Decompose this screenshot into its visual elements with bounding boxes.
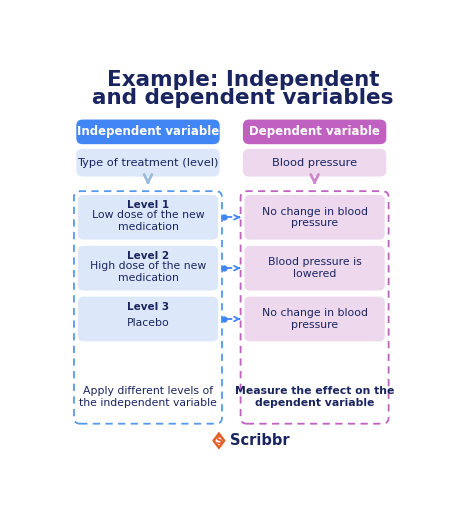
FancyBboxPatch shape (76, 149, 219, 177)
Text: Measure the effect on the
dependent variable: Measure the effect on the dependent vari… (235, 386, 394, 407)
Text: Placebo: Placebo (127, 318, 169, 328)
FancyBboxPatch shape (78, 195, 218, 239)
Text: No change in blood
pressure: No change in blood pressure (262, 207, 368, 228)
FancyBboxPatch shape (76, 119, 219, 144)
Text: and dependent variables: and dependent variables (92, 88, 394, 108)
FancyBboxPatch shape (243, 119, 386, 144)
Text: Type of treatment (level): Type of treatment (level) (77, 158, 219, 168)
Text: Dependent variable: Dependent variable (249, 125, 380, 139)
FancyBboxPatch shape (245, 246, 385, 290)
Text: Low dose of the new
medication: Low dose of the new medication (91, 211, 204, 232)
Text: Blood pressure is
lowered: Blood pressure is lowered (268, 258, 362, 279)
Text: Level 1: Level 1 (127, 200, 169, 210)
FancyBboxPatch shape (78, 297, 218, 341)
FancyBboxPatch shape (78, 246, 218, 290)
Text: Apply different levels of
the independent variable: Apply different levels of the independen… (79, 386, 217, 407)
FancyBboxPatch shape (245, 195, 385, 239)
FancyBboxPatch shape (243, 149, 386, 177)
Text: Example: Independent: Example: Independent (107, 70, 379, 90)
Text: Independent variable: Independent variable (77, 125, 219, 139)
Text: Level 2: Level 2 (127, 251, 169, 261)
Text: No change in blood
pressure: No change in blood pressure (262, 308, 368, 330)
FancyBboxPatch shape (245, 297, 385, 341)
Text: Level 3: Level 3 (127, 302, 169, 312)
Text: High dose of the new
medication: High dose of the new medication (90, 261, 206, 283)
Text: S: S (215, 436, 222, 445)
Text: Blood pressure: Blood pressure (272, 158, 357, 168)
Text: Scribbr: Scribbr (230, 433, 289, 448)
